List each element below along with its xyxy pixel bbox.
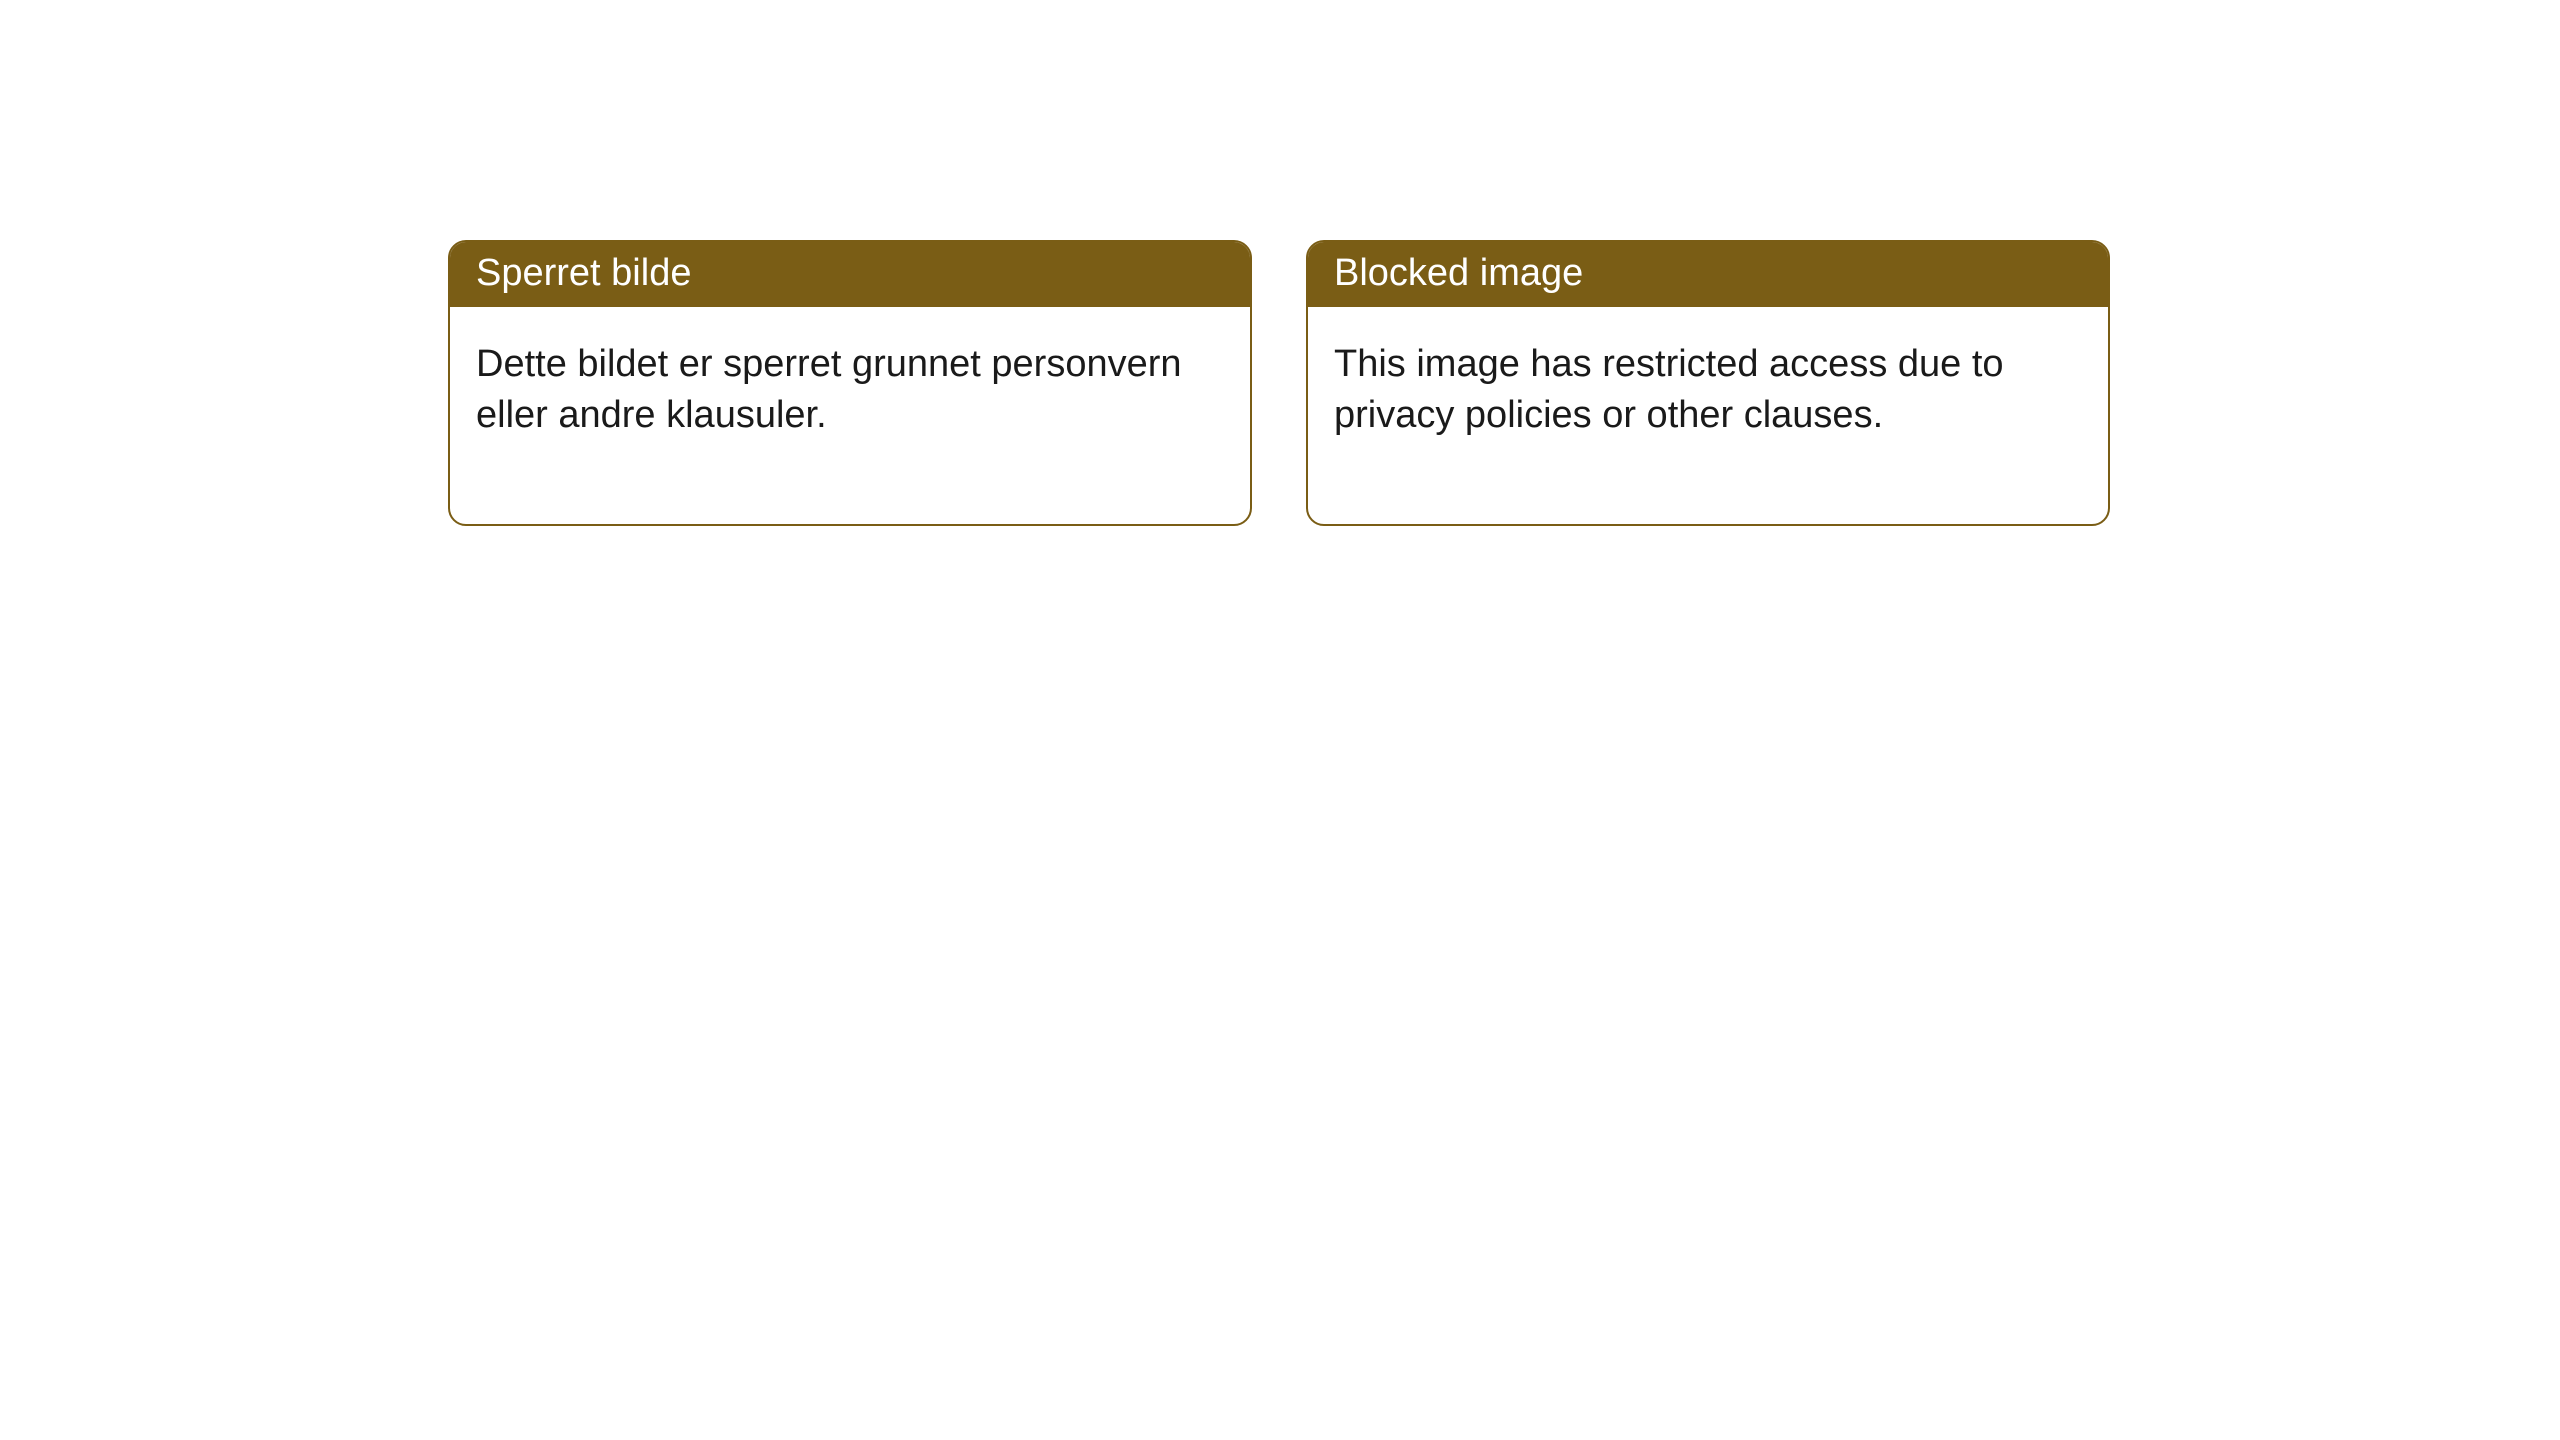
notice-title: Blocked image	[1308, 242, 2108, 307]
notices-container: Sperret bilde Dette bildet er sperret gr…	[0, 0, 2560, 526]
notice-card-english: Blocked image This image has restricted …	[1306, 240, 2110, 526]
notice-body: This image has restricted access due to …	[1308, 307, 2108, 524]
notice-card-norwegian: Sperret bilde Dette bildet er sperret gr…	[448, 240, 1252, 526]
notice-body: Dette bildet er sperret grunnet personve…	[450, 307, 1250, 524]
notice-title: Sperret bilde	[450, 242, 1250, 307]
